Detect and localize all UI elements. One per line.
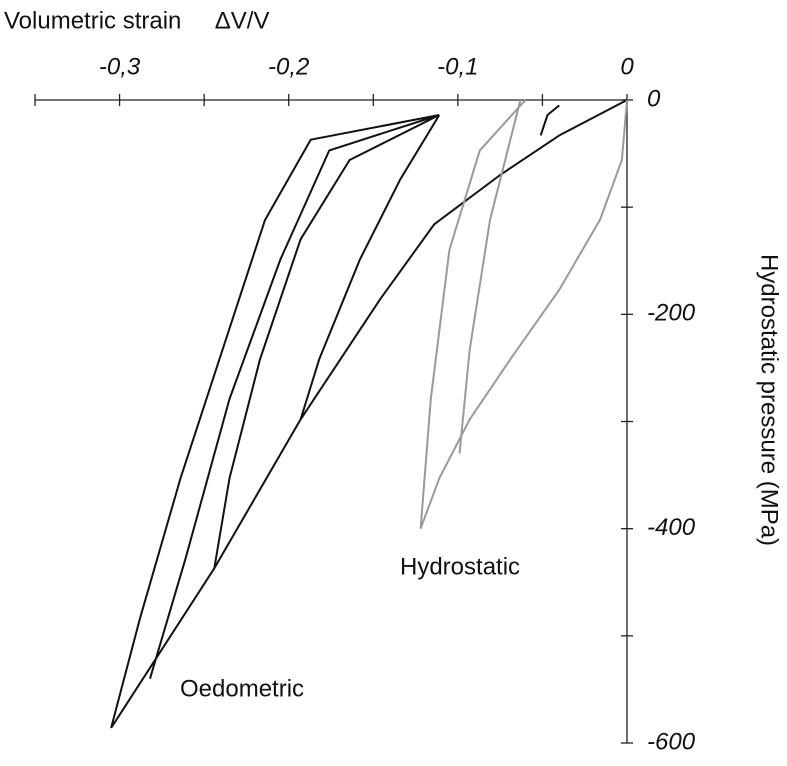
annotation: Oedometric bbox=[180, 675, 304, 702]
y-axis-label: Hydrostatic pressure (MPa) bbox=[756, 254, 783, 546]
x-tick-label: -0,1 bbox=[437, 53, 478, 80]
annotation: Hydrostatic bbox=[400, 553, 520, 580]
x-tick-label: -0,3 bbox=[99, 53, 141, 80]
x-tick-label: -0,2 bbox=[268, 53, 309, 80]
y-tick-label: -400 bbox=[647, 514, 696, 541]
x-axis-label: Volumetric strain ΔV/V bbox=[4, 7, 269, 34]
data-line bbox=[419, 99, 628, 530]
y-tick-label: -600 bbox=[647, 728, 696, 755]
data-line bbox=[110, 99, 628, 729]
y-tick-label: 0 bbox=[647, 85, 661, 112]
y-tick-label: -200 bbox=[647, 300, 696, 327]
x-tick-label: 0 bbox=[620, 53, 634, 80]
